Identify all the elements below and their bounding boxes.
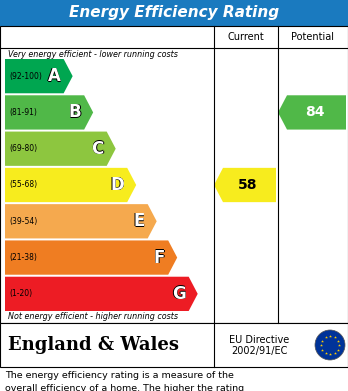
Text: (1-20): (1-20) — [9, 289, 32, 298]
Polygon shape — [214, 168, 276, 202]
Text: B: B — [69, 104, 81, 122]
Text: C: C — [92, 140, 104, 158]
Circle shape — [315, 330, 345, 360]
Text: E: E — [133, 212, 145, 230]
Text: D: D — [110, 176, 124, 194]
Text: F: F — [154, 248, 165, 266]
Text: The energy efficiency rating is a measure of the
overall efficiency of a home. T: The energy efficiency rating is a measur… — [5, 371, 244, 391]
Text: Very energy efficient - lower running costs: Very energy efficient - lower running co… — [8, 50, 178, 59]
Text: D: D — [110, 176, 124, 194]
Text: B: B — [69, 104, 81, 122]
Text: Current: Current — [228, 32, 264, 42]
Text: 84: 84 — [305, 106, 325, 119]
Text: Potential: Potential — [292, 32, 334, 42]
Text: B: B — [69, 104, 82, 122]
Text: E: E — [133, 212, 145, 230]
Text: F: F — [154, 249, 166, 267]
Text: E: E — [133, 213, 145, 231]
Text: (92-100): (92-100) — [9, 72, 42, 81]
Text: C: C — [91, 140, 103, 158]
Text: A: A — [48, 67, 61, 85]
Text: C: C — [92, 139, 104, 157]
Text: A: A — [47, 67, 60, 85]
Polygon shape — [5, 204, 157, 239]
Text: G: G — [172, 285, 186, 303]
Polygon shape — [5, 95, 93, 129]
Text: England & Wales: England & Wales — [8, 336, 179, 354]
Text: F: F — [154, 249, 165, 267]
Text: (69-80): (69-80) — [9, 144, 37, 153]
Text: G: G — [172, 285, 185, 303]
Polygon shape — [5, 168, 136, 202]
Text: G: G — [172, 284, 186, 302]
Text: A: A — [48, 68, 61, 86]
Polygon shape — [5, 131, 116, 166]
Bar — [0, 0, 348, 26]
Text: B: B — [69, 103, 81, 121]
Text: Energy Efficiency Rating: Energy Efficiency Rating — [69, 5, 279, 20]
Text: C: C — [92, 140, 104, 158]
Text: G: G — [172, 285, 186, 303]
Text: F: F — [153, 249, 165, 267]
Polygon shape — [278, 95, 346, 129]
Polygon shape — [5, 277, 198, 311]
Text: G: G — [173, 285, 186, 303]
Text: B: B — [68, 104, 81, 122]
Text: EU Directive: EU Directive — [229, 335, 289, 345]
Text: (21-38): (21-38) — [9, 253, 37, 262]
Text: C: C — [92, 140, 104, 158]
Text: 2002/91/EC: 2002/91/EC — [231, 346, 287, 356]
Text: E: E — [134, 212, 145, 230]
Text: (55-68): (55-68) — [9, 181, 37, 190]
Text: D: D — [110, 176, 124, 194]
Text: (81-91): (81-91) — [9, 108, 37, 117]
Polygon shape — [5, 59, 73, 93]
Text: (39-54): (39-54) — [9, 217, 37, 226]
Text: E: E — [133, 212, 144, 230]
Text: Not energy efficient - higher running costs: Not energy efficient - higher running co… — [8, 312, 178, 321]
Text: A: A — [48, 67, 61, 85]
Text: F: F — [154, 249, 165, 267]
Text: D: D — [111, 176, 125, 194]
Bar — [0, 26, 348, 323]
Bar — [0, 323, 348, 367]
Polygon shape — [5, 240, 177, 275]
Text: 58: 58 — [238, 178, 258, 192]
Text: D: D — [110, 176, 124, 194]
Text: A: A — [48, 66, 61, 84]
